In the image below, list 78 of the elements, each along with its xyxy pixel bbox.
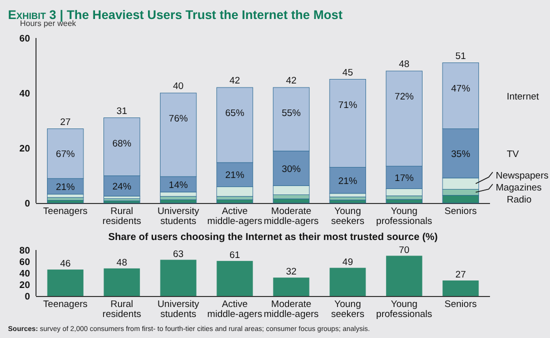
total-label: 27 <box>60 116 71 128</box>
annotation: 76% <box>168 114 188 124</box>
data-label: 27 <box>455 269 466 280</box>
annotation: 14% <box>168 180 188 191</box>
data-label: 48 <box>116 257 128 268</box>
total-label: 42 <box>229 76 240 86</box>
y-tick-label: 20 <box>19 144 30 154</box>
bar <box>160 260 196 296</box>
series-label: Magazines <box>496 182 542 194</box>
annotation: 30% <box>282 164 302 175</box>
y-tick-label: 40 <box>19 88 30 100</box>
x-tick-label: Teenagers <box>43 299 88 310</box>
x-tick-label: Teenagers <box>43 206 88 217</box>
annotation: 71% <box>338 100 358 111</box>
annotation: 24% <box>112 181 132 192</box>
data-label: 63 <box>173 248 184 260</box>
annotation: 21% <box>225 170 245 182</box>
x-tick-label: Active middle-agers <box>207 299 262 320</box>
x-tick-label: Moderate middle-agers <box>264 299 319 320</box>
annotation: 21% <box>338 176 358 187</box>
total-label: 45 <box>342 67 353 78</box>
bar <box>273 278 310 296</box>
total-label: 51 <box>455 50 466 62</box>
data-label: 46 <box>60 258 71 270</box>
annotation: 72% <box>394 92 414 102</box>
total-label: 42 <box>286 76 297 86</box>
data-label: 61 <box>229 250 240 261</box>
data-label: 49 <box>342 256 353 268</box>
bar <box>272 198 310 204</box>
annotation: 17% <box>394 172 414 184</box>
x-tick-label: Active middle-agers <box>207 206 262 227</box>
annotation: 55% <box>282 108 302 119</box>
annotation: 65% <box>225 108 245 119</box>
bar <box>442 280 479 296</box>
chart-title: Share of users choosing the Internet as their most trusted source (%) <box>108 232 438 243</box>
total-label: 40 <box>173 81 184 92</box>
bar <box>386 256 422 296</box>
text: Radio <box>506 194 532 206</box>
annotation: 47% <box>451 83 471 94</box>
text: TV <box>506 148 520 160</box>
total-label: 48 <box>398 59 410 70</box>
bar <box>160 199 197 204</box>
y-tick-label: 60 <box>19 34 30 44</box>
total-label: 31 <box>116 106 128 117</box>
bar <box>160 196 197 200</box>
x-tick-label: Young seekers <box>331 206 365 227</box>
series-label: Newspapers <box>496 170 549 182</box>
data-label: 32 <box>286 266 297 278</box>
bar <box>216 199 254 204</box>
annotation: 21% <box>56 182 76 193</box>
x-tick-label: University students <box>157 206 200 227</box>
y-tick-label: 0 <box>24 292 30 302</box>
y-tick-label: 80 <box>19 246 30 256</box>
x-tick-label: Rural residents <box>102 206 142 227</box>
x-tick-label: Moderate middle-agers <box>264 206 319 227</box>
x-tick-label: Seniors <box>444 206 477 217</box>
bar <box>47 270 84 296</box>
bar <box>104 268 140 296</box>
y-tick-label: 0 <box>24 198 30 210</box>
annotation: 67% <box>56 149 76 160</box>
y-tick-label: 60 <box>19 257 30 268</box>
data-label: 70 <box>398 244 410 256</box>
x-tick-label: Seniors <box>444 299 477 310</box>
bar <box>330 268 366 296</box>
annotation: 35% <box>451 148 471 160</box>
y-tick-label: 20 <box>19 280 30 291</box>
y-axis-title: Hours per week <box>20 19 78 28</box>
annotation: 68% <box>112 138 132 150</box>
x-tick-label: University students <box>157 299 200 320</box>
x-tick-label: Young seekers <box>331 299 365 320</box>
bar <box>104 200 140 204</box>
x-tick-label: Young professionals <box>376 299 432 320</box>
x-tick-label: Rural residents <box>102 299 142 320</box>
bar <box>216 260 253 296</box>
bar <box>47 200 84 204</box>
x-tick-label: Young professionals <box>376 206 432 227</box>
y-tick-label: 40 <box>19 268 30 280</box>
text: Internet <box>506 91 540 102</box>
